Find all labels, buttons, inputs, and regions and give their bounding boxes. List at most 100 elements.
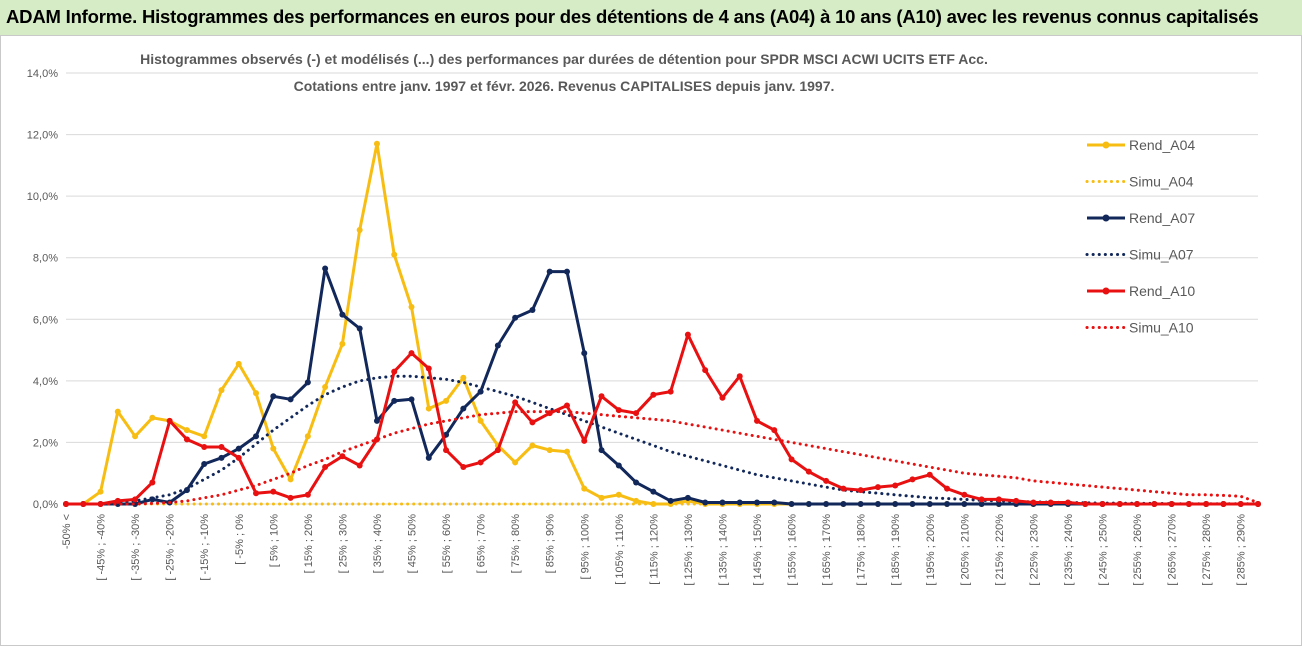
data-point-rend-a10: [615, 407, 622, 414]
data-point-rend-a10: [425, 365, 432, 372]
x-tick-label: [ 15% ; 20%: [303, 514, 315, 574]
data-point-rend-a04: [114, 408, 121, 415]
data-point-rend-a04: [183, 427, 190, 434]
data-point-rend-a10: [339, 453, 346, 460]
data-point-rend-a04: [270, 445, 277, 452]
data-point-rend-a10: [702, 367, 709, 374]
data-point-rend-a07: [961, 501, 968, 507]
data-point-rend-a07: [304, 379, 311, 386]
chart-area: 0,0% 2,0% 4,0% 6,0% 8,0% 10,0% 12,0% 14,0% -50% …: [0, 35, 1302, 646]
data-point-rend-a04: [563, 448, 570, 455]
data-point-rend-a10: [529, 419, 536, 426]
x-tick-label: [ 125% ; 130%: [683, 514, 695, 586]
data-point-rend-a07: [978, 501, 985, 507]
data-point-rend-a07: [322, 265, 329, 272]
legend-marker-rend-a10: [1102, 287, 1110, 295]
data-point-rend-a10: [667, 388, 674, 395]
data-point-rend-a04: [512, 459, 519, 466]
data-point-rend-a04: [477, 417, 484, 424]
x-tick-label: [ 65% ; 70%: [476, 514, 488, 574]
data-point-rend-a10: [1185, 501, 1192, 507]
histogram-chart: 0,0% 2,0% 4,0% 6,0% 8,0% 10,0% 12,0% 14,0% -50% …: [27, 51, 1261, 586]
report-banner: ADAM Informe. Histogrammes des performan…: [0, 0, 1302, 36]
data-point-rend-a10: [235, 454, 242, 461]
data-point-rend-a10: [1099, 501, 1106, 507]
data-point-rend-a04: [322, 384, 329, 391]
data-point-rend-a07: [633, 479, 640, 486]
data-point-rend-a04: [201, 433, 208, 440]
x-tick-label: -50% <: [61, 514, 73, 549]
data-point-rend-a10: [961, 491, 968, 498]
data-point-rend-a04: [218, 387, 225, 394]
data-point-rend-a10: [1151, 501, 1158, 507]
data-point-rend-a04: [149, 414, 156, 421]
x-tick-label: [ 85% ; 90%: [545, 514, 557, 574]
data-point-rend-a10: [840, 485, 847, 492]
data-point-rend-a07: [512, 314, 519, 321]
data-point-rend-a10: [719, 394, 726, 401]
legend-label-rend-a10: Rend_A10: [1129, 283, 1195, 299]
x-tick-label: [ -15% ; -10%: [199, 514, 211, 581]
data-point-rend-a04: [581, 485, 588, 492]
data-point-rend-a10: [287, 494, 294, 501]
x-tick-label: [ 255% ; 260%: [1132, 514, 1144, 586]
data-point-rend-a07: [684, 494, 691, 501]
data-point-rend-a10: [754, 417, 761, 424]
x-tick-label: [ 275% ; 280%: [1201, 514, 1213, 586]
data-point-rend-a10: [1168, 501, 1175, 507]
data-point-rend-a07: [667, 497, 674, 504]
data-point-rend-a10: [97, 501, 104, 507]
data-point-rend-a04: [460, 374, 467, 381]
x-tick-label: [ 285% ; 290%: [1236, 514, 1248, 586]
data-point-rend-a10: [201, 444, 208, 451]
data-point-rend-a10: [218, 444, 225, 451]
x-tick-label: [ 165% ; 170%: [821, 514, 833, 586]
data-point-rend-a07: [253, 433, 260, 440]
data-point-rend-a10: [408, 350, 415, 357]
x-tick-label: [ 195% ; 200%: [925, 514, 937, 586]
data-point-rend-a10: [391, 368, 398, 375]
chart-subtitle-line-2: Cotations entre janv. 1997 et févr. 2026…: [294, 78, 835, 94]
data-point-rend-a10: [356, 462, 363, 469]
series-line-simu-a07: [64, 374, 1260, 506]
data-point-rend-a04: [546, 447, 553, 454]
data-point-rend-a07: [460, 405, 467, 412]
x-tick-label: [ -25% ; -20%: [165, 514, 177, 581]
data-point-rend-a07: [995, 501, 1002, 507]
data-point-rend-a10: [114, 497, 121, 504]
x-tick-label: [ 215% ; 220%: [994, 514, 1006, 586]
data-point-rend-a10: [581, 437, 588, 444]
x-tick-label: [ 45% ; 50%: [407, 514, 419, 574]
data-point-rend-a04: [253, 390, 260, 397]
x-tick-label: [ 135% ; 140%: [717, 514, 729, 586]
data-point-rend-a10: [443, 447, 450, 454]
legend-label-simu-a04: Simu_A04: [1129, 174, 1194, 190]
data-point-rend-a10: [874, 484, 881, 491]
data-point-rend-a07: [598, 447, 605, 454]
data-point-rend-a04: [97, 488, 104, 495]
x-tick-label: [ 115% ; 120%: [648, 514, 660, 585]
data-point-rend-a10: [909, 476, 916, 483]
data-point-rend-a07: [235, 445, 242, 452]
x-tick-label: [ 205% ; 210%: [959, 514, 971, 586]
data-point-rend-a10: [978, 496, 985, 503]
data-point-rend-a10: [1064, 499, 1071, 506]
data-point-rend-a07: [944, 501, 951, 507]
report-title: ADAM Informe. Histogrammes des performan…: [6, 6, 1259, 27]
x-tick-label: [ 55% ; 60%: [441, 514, 453, 574]
data-point-rend-a10: [823, 477, 830, 484]
data-point-rend-a10: [892, 482, 899, 489]
y-tick-label: 4,0%: [33, 376, 58, 388]
x-tick-label: [ -35% ; -30%: [130, 514, 142, 581]
data-point-rend-a10: [1013, 497, 1020, 504]
x-tick-label: [ 5% ; 10%: [268, 514, 280, 567]
data-point-rend-a10: [1116, 501, 1123, 507]
data-point-rend-a04: [615, 491, 622, 498]
data-point-rend-a07: [702, 499, 709, 506]
data-point-rend-a10: [563, 402, 570, 409]
data-point-rend-a10: [684, 331, 691, 338]
data-point-rend-a07: [909, 501, 916, 507]
data-point-rend-a07: [546, 268, 553, 275]
data-point-rend-a10: [322, 464, 329, 471]
data-point-rend-a04: [443, 397, 450, 404]
